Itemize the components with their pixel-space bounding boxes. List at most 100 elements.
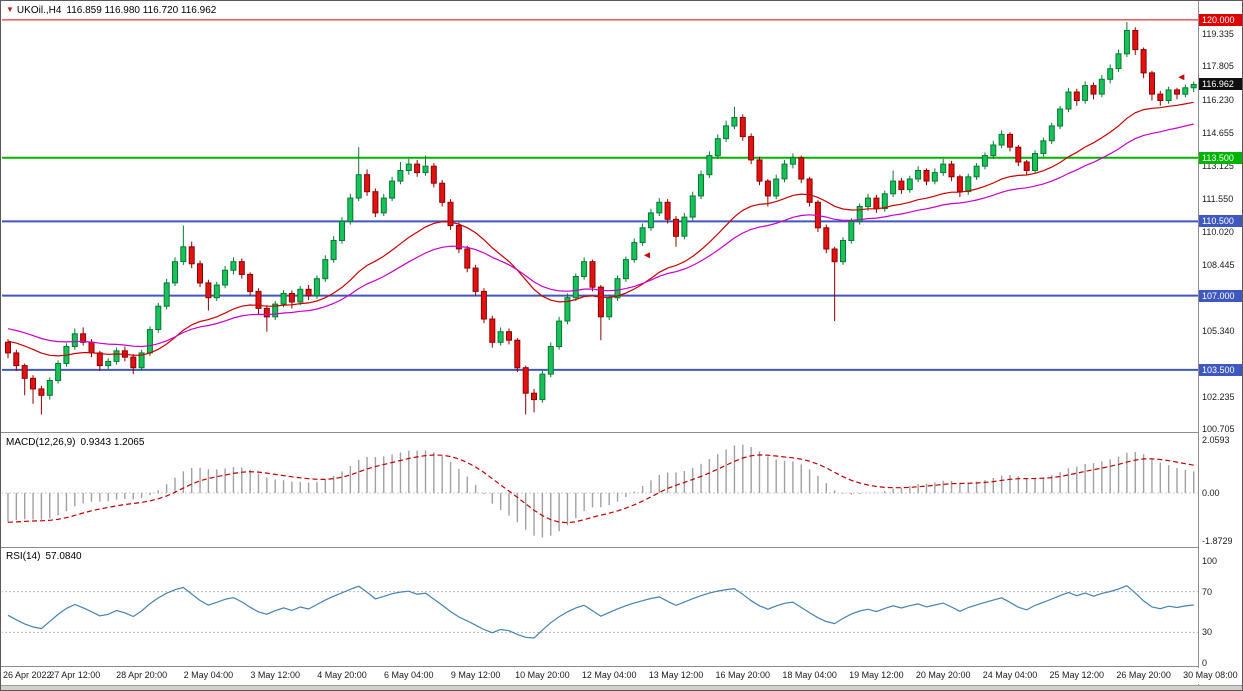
candle [639,227,646,244]
candle [146,329,153,354]
macd-values: 0.9343 1.2065 [80,437,145,448]
candle [923,170,930,182]
candle [681,216,688,237]
candle [606,297,613,318]
rsi-panel[interactable] [1,585,1198,639]
candle [756,159,763,182]
candle [990,144,997,157]
price-level-tag: 120.000 [1199,13,1242,26]
candle [1157,93,1164,101]
macd-indicator-label: MACD(12,26,9) 0.9343 1.2065 [6,437,144,448]
rsi-axis-label: 0 [1202,658,1208,668]
time-axis-label: 12 May 04:00 [581,670,637,680]
candle [873,197,880,210]
candle [113,350,120,362]
price-scale[interactable]: 119.335 117.805 116.230 114.655 113.125 111.5… [1199,1,1242,685]
candle [956,176,963,193]
candle [1007,133,1013,148]
price-axis-label: 116.230 [1202,94,1234,105]
candle [1098,78,1105,95]
time-axis-label: 6 May 04:00 [384,670,434,680]
candle [347,197,354,222]
time-axis-label: 20 May 20:00 [915,670,971,680]
candle [372,191,379,214]
candle [430,165,437,184]
price-axis-label: 102.235 [1202,391,1235,402]
candle [464,248,471,269]
price-axis-label: 113.125 [1202,160,1234,171]
macd-panel[interactable] [1,444,1198,538]
time-axis-label: 9 May 12:00 [450,670,501,680]
candle [213,284,220,299]
time-axis-label: 26 Apr 2022 [3,670,52,680]
candle [706,155,713,176]
time-axis-label: 13 May 12:00 [648,670,704,680]
candle [355,174,362,199]
candle [1190,83,1197,89]
candle [13,352,20,367]
candle [1165,89,1172,102]
main-price-panel[interactable] [1,19,1198,415]
macd-axis-label: 2.0593 [1202,435,1230,446]
candle [789,157,796,165]
candle [831,248,838,263]
candle [230,261,237,271]
candle [1123,30,1130,55]
candle [531,392,537,401]
candle [1174,89,1180,95]
candle [21,365,28,379]
candle [1107,68,1114,80]
trade-arrow [1178,74,1185,81]
candle [881,193,888,210]
candle [380,197,387,214]
panel-resize-handle[interactable] [1,547,1242,548]
candle [631,242,638,261]
price-level-tag: 110.500 [1199,215,1242,228]
candle [472,267,479,292]
price-axis-label: 100.705 [1202,424,1235,435]
candle [414,163,421,174]
candle [71,333,78,347]
candle [330,240,337,261]
time-axis-label: 18 May 04:00 [782,670,837,680]
chart-title: ▼ UKOil.,H4 116.859 116.980 116.720 116.96… [6,5,216,16]
candle [130,356,137,369]
panel-resize-handle[interactable] [1,432,1242,433]
candle [38,388,45,396]
candle [1149,72,1155,95]
candle [1140,49,1147,74]
candle [856,206,863,222]
time-axis[interactable]: 26 Apr 2022 27 Apr 12:00 28 Apr 20:00 2 May… [1,668,1242,684]
price-axis-label: 117.805 [1202,61,1234,72]
candle [1082,85,1089,101]
candle [906,178,913,191]
candle [806,178,813,203]
price-axis-label: 114.655 [1202,128,1234,139]
candle [890,180,897,195]
candle [848,220,855,241]
time-axis-label: 4 May 20:00 [317,670,367,680]
candle [781,163,788,180]
candle [46,380,53,396]
candle [1032,153,1038,171]
price-level-tag: 113.500 [1199,151,1242,164]
candle [30,377,36,390]
panel-resize-handle[interactable] [1,666,1242,667]
rsi-indicator-label: RSI(14) 57.0840 [6,551,82,562]
macd-name: MACD(12,26,9) [6,437,76,448]
candle [497,331,504,343]
candle [622,259,629,280]
time-axis-label: 16 May 20:00 [715,670,771,680]
candle [1132,30,1139,51]
time-axis-label: 30 May 08:00 [1183,670,1238,680]
candle [55,363,62,381]
candle [597,286,604,318]
candle [973,165,980,178]
time-axis-label: 19 May 12:00 [849,670,904,680]
candle [823,227,830,250]
candle [1090,85,1097,95]
candle [1015,146,1022,163]
trade-arrow [643,252,650,259]
candle [840,240,846,263]
